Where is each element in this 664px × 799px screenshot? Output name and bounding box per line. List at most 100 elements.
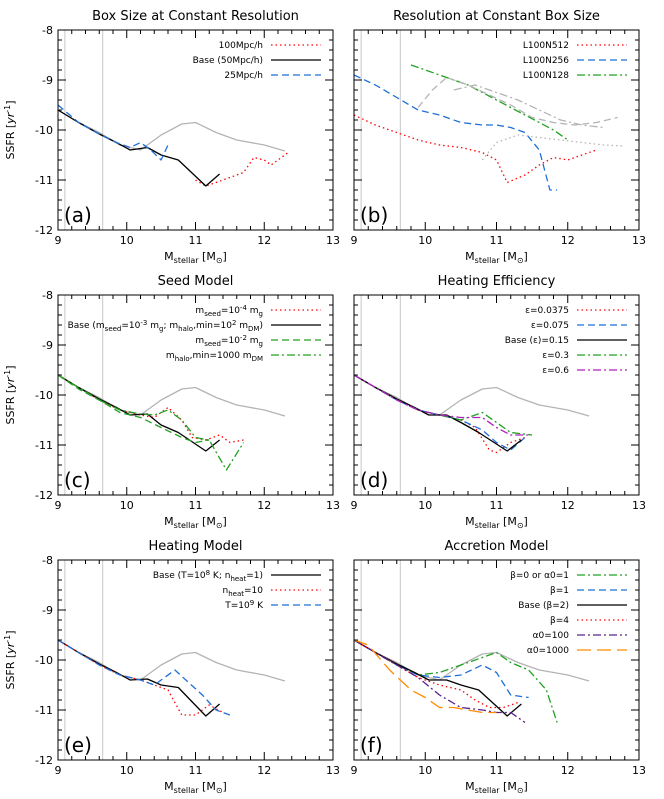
series-line bbox=[58, 109, 286, 152]
x-axis-label: Mstellar [M⊙] bbox=[465, 780, 528, 795]
plot-frame bbox=[353, 294, 640, 496]
panel-c: Seed Model 9 10 11 12 13 -12 -11 -10 -9 -8 Mstellar… bbox=[3, 274, 340, 530]
x-tick-label: 11 bbox=[189, 234, 203, 247]
legend: 100Mpc/h Base (50Mpc/h) 25Mpc/h bbox=[193, 41, 321, 81]
series-line bbox=[58, 374, 286, 417]
series-line bbox=[354, 639, 529, 699]
y-tick-label: -12 bbox=[35, 754, 53, 767]
y-tick-label: -10 bbox=[35, 124, 53, 137]
legend-label: Base (mseed=10-3 mg; mhalo,min=102 mDM) bbox=[68, 319, 263, 333]
series-line bbox=[417, 76, 618, 126]
x-tick-label: 10 bbox=[120, 234, 134, 247]
y-axis-label: SSFR [yr-1] bbox=[3, 100, 17, 159]
series-line bbox=[58, 374, 221, 452]
series-line bbox=[58, 109, 221, 187]
series-line bbox=[58, 374, 210, 444]
y-tick-label: -9 bbox=[42, 74, 53, 87]
series-line bbox=[354, 374, 526, 451]
panel-title: Heating Efficiency bbox=[438, 274, 556, 289]
series-line bbox=[58, 104, 169, 161]
panel-title: Heating Model bbox=[148, 539, 242, 554]
y-axis-label: SSFR [yr-1] bbox=[3, 630, 17, 689]
legend-label: L100N256 bbox=[523, 56, 569, 66]
y-tick-label: -11 bbox=[35, 704, 53, 717]
series-group bbox=[354, 374, 590, 454]
legend-label: ε=0.6 bbox=[542, 366, 569, 376]
x-tick-label: 12 bbox=[257, 499, 271, 512]
legend-label: T=109 K bbox=[224, 599, 264, 611]
x-tick-label: 13 bbox=[326, 499, 340, 512]
legend-label: β=1 bbox=[550, 586, 569, 596]
y-tick-label: -12 bbox=[35, 489, 53, 502]
y-tick-label: -11 bbox=[35, 174, 53, 187]
x-tick-label: 10 bbox=[418, 234, 432, 247]
y-tick-label: -8 bbox=[42, 289, 53, 302]
legend: ε=0.0375 ε=0.075 Base (ε)=0.15 ε=0.3 ε=0.6 bbox=[505, 306, 627, 376]
series-line bbox=[354, 639, 526, 724]
series-line bbox=[354, 639, 519, 709]
x-tick-label: 10 bbox=[418, 499, 432, 512]
legend-label: nheat=10 bbox=[223, 586, 264, 598]
x-tick-label: 12 bbox=[257, 764, 271, 777]
x-tick-label: 12 bbox=[561, 234, 575, 247]
legend-label: Base (ε)=0.15 bbox=[505, 336, 569, 346]
series-line bbox=[354, 374, 522, 452]
series-line bbox=[354, 639, 497, 714]
x-tick-label: 13 bbox=[632, 764, 646, 777]
series-line bbox=[354, 639, 522, 717]
panel-title: Box Size at Constant Resolution bbox=[92, 9, 299, 24]
series-line bbox=[354, 374, 526, 454]
series-line bbox=[354, 374, 529, 436]
series-line bbox=[58, 639, 286, 682]
x-tick-label: 10 bbox=[120, 499, 134, 512]
x-tick-label: 11 bbox=[490, 234, 504, 247]
series-group bbox=[58, 374, 286, 471]
plot-frame bbox=[353, 559, 640, 761]
legend-label: β=4 bbox=[550, 616, 569, 626]
y-tick-label: -9 bbox=[42, 339, 53, 352]
x-tick-label: 9 bbox=[351, 764, 358, 777]
legend-label: α0=100 bbox=[533, 631, 570, 641]
series-line bbox=[195, 151, 289, 187]
legend-label: ε=0.0375 bbox=[525, 306, 569, 316]
series-line bbox=[58, 639, 231, 716]
panel-letter: (c) bbox=[64, 468, 91, 492]
series-line bbox=[354, 114, 597, 184]
x-tick-label: 9 bbox=[351, 234, 358, 247]
x-tick-label: 12 bbox=[257, 234, 271, 247]
panel-d: Heating Efficiency 9 10 11 12 13 Mstellar [M⊙]… bbox=[351, 274, 647, 530]
panel-title: Resolution at Constant Box Size bbox=[393, 9, 600, 24]
x-tick-label: 9 bbox=[55, 499, 62, 512]
x-tick-label: 11 bbox=[490, 764, 504, 777]
panel-letter: (a) bbox=[64, 203, 92, 227]
panel-title: Accretion Model bbox=[444, 539, 548, 554]
x-axis-label: Mstellar [M⊙] bbox=[164, 780, 227, 795]
x-tick-label: 10 bbox=[120, 764, 134, 777]
x-tick-label: 13 bbox=[632, 499, 646, 512]
series-line bbox=[410, 64, 569, 141]
legend: L100N512 L100N256 L100N128 bbox=[523, 41, 627, 81]
x-tick-label: 10 bbox=[418, 764, 432, 777]
y-tick-label: -10 bbox=[35, 389, 53, 402]
x-axis-label: Mstellar [M⊙] bbox=[164, 515, 227, 530]
panel-letter: (f) bbox=[360, 733, 383, 757]
panel-title: Seed Model bbox=[158, 274, 234, 289]
legend-label: mseed=10-4 mg bbox=[195, 304, 263, 318]
series-line bbox=[354, 374, 533, 436]
x-tick-label: 11 bbox=[490, 499, 504, 512]
series-line bbox=[481, 134, 625, 161]
y-tick-label: -9 bbox=[42, 604, 53, 617]
series-line bbox=[453, 84, 604, 129]
y-tick-label: -8 bbox=[42, 24, 53, 37]
plot-frame bbox=[353, 29, 640, 231]
plot-frame bbox=[57, 559, 334, 761]
legend-label: 25Mpc/h bbox=[224, 71, 263, 81]
panel-letter: (b) bbox=[360, 203, 388, 227]
panel-a: Box Size at Constant Resolution 9 10 11 12 13… bbox=[3, 9, 340, 265]
x-tick-label: 11 bbox=[189, 764, 203, 777]
series-line bbox=[58, 374, 244, 444]
x-tick-label: 13 bbox=[632, 234, 646, 247]
x-tick-label: 13 bbox=[326, 234, 340, 247]
legend-label: mseed=10-2 mg bbox=[195, 334, 263, 348]
